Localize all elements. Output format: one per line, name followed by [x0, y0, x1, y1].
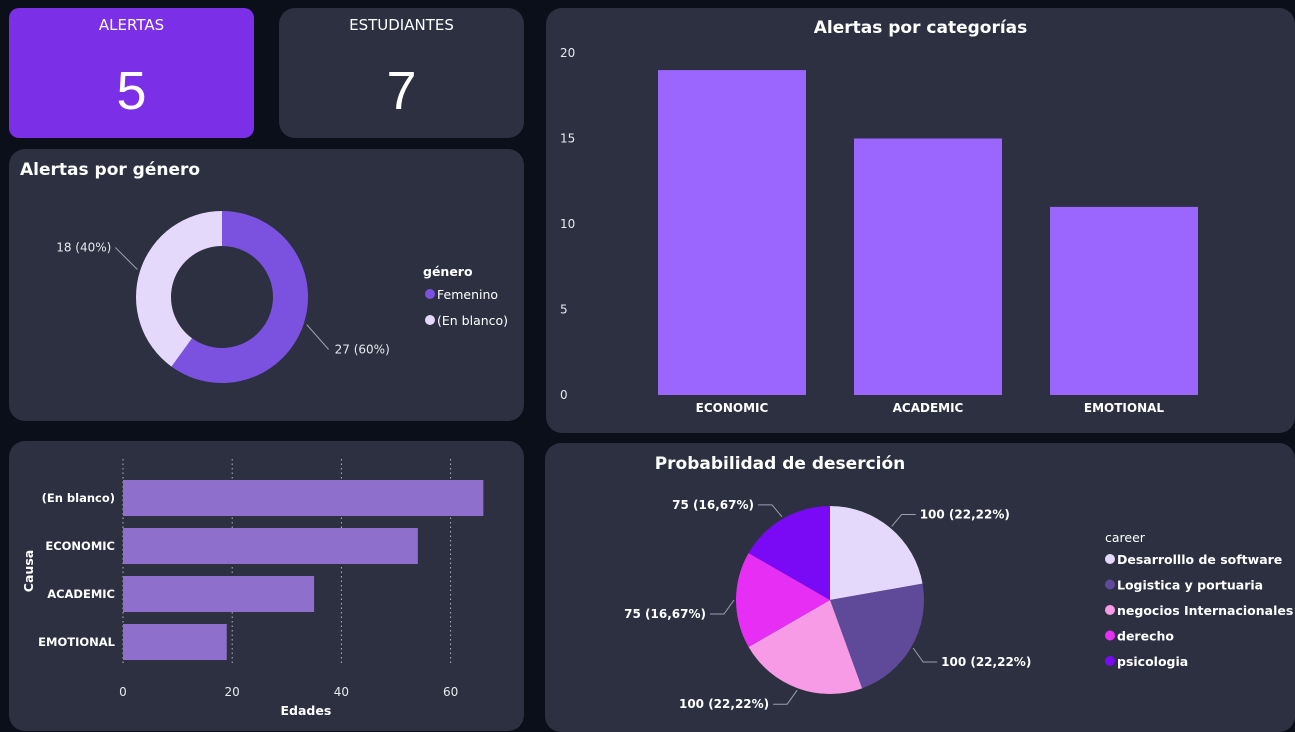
donut-data-label-en-blanco: 18 (40%): [56, 240, 111, 254]
pie-slice-derecho: [736, 553, 830, 647]
x-tick-label: 40: [334, 685, 349, 699]
legend-label-en-blanco: (En blanco): [437, 313, 508, 328]
bar-economic: [658, 70, 806, 395]
pie-leader-psicologia: [758, 504, 783, 518]
kpi-estudiantes-card: ESTUDIANTES 7: [279, 8, 524, 138]
kpi-alertas-value: 5: [116, 61, 147, 121]
desercion-pie-chart: 100 (22,22%) 100 (22,22%) 100 (22,22%) 75 (…: [624, 498, 1293, 711]
y-tick-label-economic: ECONOMIC: [45, 539, 115, 553]
legend-marker-femenino: [425, 289, 435, 299]
y-tick-label-emotional: EMOTIONAL: [38, 635, 115, 649]
kpi-alertas-card: ALERTAS 5: [9, 8, 254, 138]
x-tick-label: 20: [225, 685, 240, 699]
y-tick-label-academic: ACADEMIC: [47, 587, 115, 601]
donut-leader-en-blanco: [115, 247, 138, 270]
legend-marker-en-blanco: [425, 315, 435, 325]
hbar-academic: [123, 576, 315, 612]
desercion-legend-title: career: [1105, 530, 1146, 545]
legend-marker-derecho: [1105, 630, 1115, 641]
donut-data-label-femenino: 27 (60%): [335, 343, 390, 357]
desercion-chart-title: Probabilidad de deserción: [654, 454, 906, 474]
categories-bar-chart: 0 5 10 15 20 ECONOMIC ACADEMIC EMOTIONAL: [560, 46, 1198, 415]
pie-slice-negocios-internacionales: [748, 600, 863, 694]
legend-label-desarrolllo-de-software: Desarrolllo de software: [1117, 552, 1282, 567]
donut-leader-femenino: [306, 324, 330, 350]
x-tick-label: 60: [443, 685, 458, 699]
x-tick-label-emotional: EMOTIONAL: [1084, 401, 1165, 415]
categories-chart-title: Alertas por categorías: [813, 18, 1028, 38]
y-tick-label: 10: [560, 217, 575, 231]
legend-label-derecho: derecho: [1117, 629, 1174, 644]
y-tick-label: 20: [560, 46, 575, 60]
pie-data-label-desarrolllo-de-software: 100 (22,22%): [920, 507, 1010, 521]
pie-leader-negocios-internacionales: [773, 689, 798, 705]
y-tick-label: 5: [560, 303, 568, 317]
bar-emotional: [1050, 206, 1198, 395]
pie-leader-derecho: [710, 599, 735, 615]
pie-slice-psicologia: [748, 506, 830, 600]
pie-leader-logistica-y-portuaria: [912, 647, 938, 663]
gender-chart-card: Alertas por género 27 (60%) 18 (40%) géner…: [9, 149, 524, 421]
x-tick-label: 0: [119, 685, 127, 699]
donut-slice-femenino: [171, 211, 309, 383]
hbar-en-blanco: [123, 480, 484, 516]
y-tick-label-en-blanco: (En blanco): [42, 491, 115, 505]
gender-donut-chart: 27 (60%) 18 (40%) género Femenino (En blanco…: [56, 211, 508, 383]
legend-marker-negocios-internacionales: [1105, 605, 1115, 615]
hbar-emotional: [123, 624, 227, 660]
x-axis-title: Edades: [281, 703, 332, 718]
legend-label-femenino: Femenino: [437, 287, 498, 302]
legend-label-logistica-y-portuaria: Logistica y portuaria: [1117, 578, 1263, 593]
causa-chart-card: 0 20 40 60 (En blanco) ECONOMIC ACADEMIC EMOTIO…: [9, 441, 524, 731]
gender-legend-title: género: [423, 264, 473, 279]
causa-bar-chart: 0 20 40 60 (En blanco) ECONOMIC ACADEMIC EMOTIO…: [21, 459, 484, 718]
legend-label-negocios-internacionales: negocios Internacionales: [1117, 603, 1293, 618]
pie-data-label-logistica-y-portuaria: 100 (22,22%): [941, 655, 1031, 669]
pie-leader-desarrolllo-de-software: [891, 513, 916, 527]
pie-data-label-negocios-internacionales: 100 (22,22%): [679, 697, 769, 711]
categories-chart-card: Alertas por categorías 0 5 10 15 20 ECONOMIC A…: [546, 8, 1295, 433]
bar-academic: [854, 138, 1002, 395]
pie-slice-desarrolllo-de-software: [830, 506, 923, 600]
kpi-alertas-label: ALERTAS: [98, 16, 165, 34]
kpi-estudiantes-label: ESTUDIANTES: [349, 16, 454, 34]
pie-slice-logistica-y-portuaria: [830, 583, 924, 689]
legend-marker-psicologia: [1105, 656, 1115, 666]
desercion-chart-card: Probabilidad de deserción 100 (22,22%) 10…: [545, 443, 1295, 732]
kpi-estudiantes-value: 7: [386, 61, 417, 121]
y-axis-title: Causa: [21, 550, 36, 592]
y-tick-label: 15: [560, 132, 575, 146]
x-tick-label-academic: ACADEMIC: [893, 401, 964, 415]
y-tick-label: 0: [560, 388, 568, 402]
donut-slice-en-blanco: [136, 211, 222, 367]
pie-data-label-derecho: 75 (16,67%): [624, 607, 706, 621]
pie-data-label-psicologia: 75 (16,67%): [672, 498, 754, 512]
legend-marker-logistica-y-portuaria: [1105, 579, 1115, 590]
x-tick-label-economic: ECONOMIC: [696, 401, 769, 415]
legend-label-psicologia: psicologia: [1117, 654, 1188, 669]
legend-marker-desarrolllo-de-software: [1105, 554, 1115, 564]
hbar-economic: [123, 528, 418, 564]
gender-chart-title: Alertas por género: [20, 160, 201, 180]
